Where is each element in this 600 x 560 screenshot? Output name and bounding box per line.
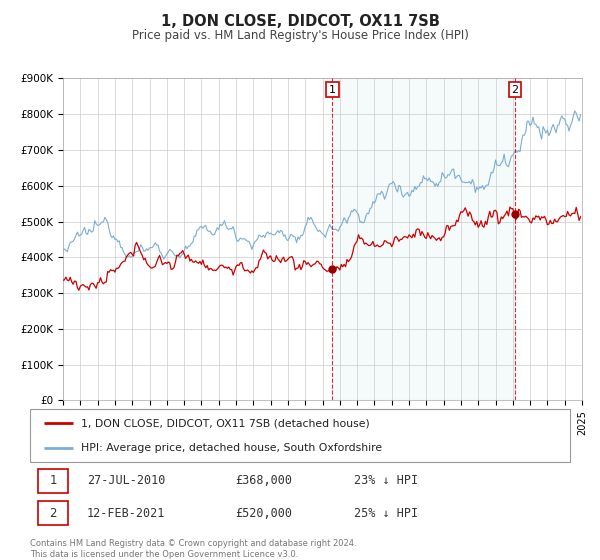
Bar — [38, 469, 68, 493]
Text: 27-JUL-2010: 27-JUL-2010 — [86, 474, 165, 487]
Bar — [38, 501, 68, 525]
Text: 1: 1 — [49, 474, 57, 487]
Text: 2: 2 — [511, 85, 518, 95]
Text: Contains HM Land Registry data © Crown copyright and database right 2024.: Contains HM Land Registry data © Crown c… — [30, 539, 356, 548]
Text: 23% ↓ HPI: 23% ↓ HPI — [354, 474, 418, 487]
Text: This data is licensed under the Open Government Licence v3.0.: This data is licensed under the Open Gov… — [30, 550, 298, 559]
Text: 2: 2 — [49, 507, 57, 520]
Text: Price paid vs. HM Land Registry's House Price Index (HPI): Price paid vs. HM Land Registry's House … — [131, 29, 469, 42]
Text: £520,000: £520,000 — [235, 507, 292, 520]
Text: 25% ↓ HPI: 25% ↓ HPI — [354, 507, 418, 520]
Text: 1, DON CLOSE, DIDCOT, OX11 7SB: 1, DON CLOSE, DIDCOT, OX11 7SB — [161, 14, 439, 29]
Text: 12-FEB-2021: 12-FEB-2021 — [86, 507, 165, 520]
Text: 1: 1 — [329, 85, 336, 95]
Text: £368,000: £368,000 — [235, 474, 292, 487]
Text: 1, DON CLOSE, DIDCOT, OX11 7SB (detached house): 1, DON CLOSE, DIDCOT, OX11 7SB (detached… — [82, 418, 370, 428]
Text: HPI: Average price, detached house, South Oxfordshire: HPI: Average price, detached house, Sout… — [82, 442, 382, 452]
Bar — [332, 78, 515, 400]
